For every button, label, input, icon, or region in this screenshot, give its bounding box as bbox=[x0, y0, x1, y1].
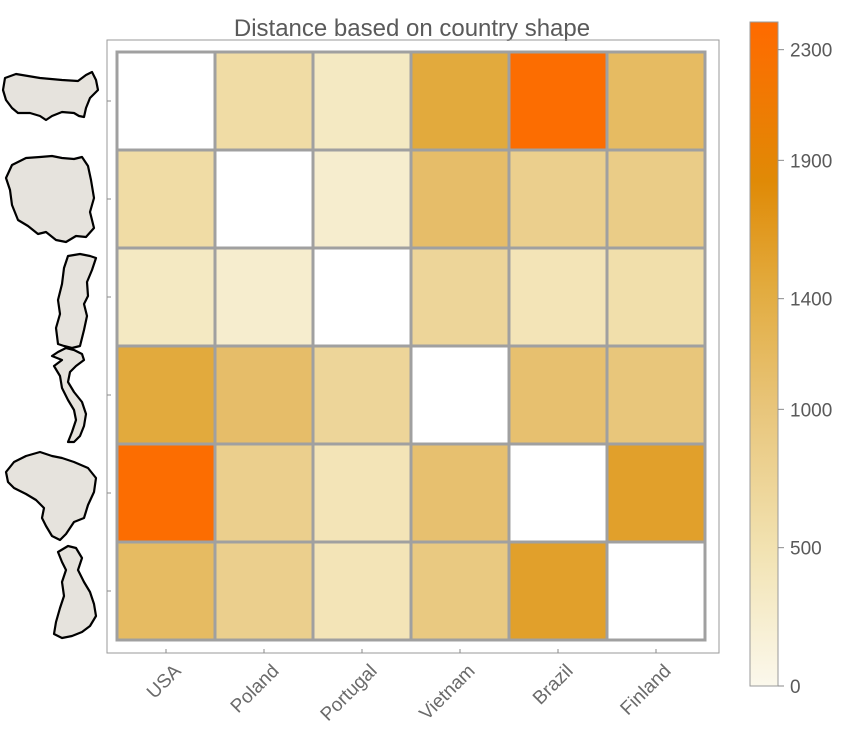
vietnam-outline-icon bbox=[50, 346, 88, 444]
heatmap-cell bbox=[311, 148, 413, 250]
x-tick-label: Vietnam bbox=[416, 661, 480, 725]
heatmap-cell bbox=[605, 540, 707, 642]
heatmap-cell bbox=[507, 246, 609, 348]
heatmap-cell bbox=[311, 442, 413, 544]
colorbar-ticks: 0 500 1000 1400 1900 2300 bbox=[778, 41, 832, 698]
x-tick-label: Poland bbox=[227, 661, 284, 718]
heatmap-cell bbox=[507, 148, 609, 250]
heatmap-cell bbox=[507, 344, 609, 446]
heatmap-cell bbox=[115, 442, 217, 544]
colorbar-tick-label: 0 bbox=[790, 677, 801, 698]
heatmap-cell bbox=[115, 540, 217, 642]
x-tick-label: Portugal bbox=[317, 661, 382, 726]
finland-outline-icon bbox=[52, 544, 98, 640]
chart-title: Distance based on country shape bbox=[234, 15, 590, 42]
colorbar-tick-label: 500 bbox=[790, 539, 822, 560]
heatmap-cell bbox=[409, 540, 511, 642]
heatmap-cell bbox=[115, 50, 217, 152]
heatmap-cell bbox=[311, 246, 413, 348]
heatmap-cell bbox=[311, 540, 413, 642]
colorbar-tick-label: 1900 bbox=[790, 151, 832, 172]
heatmap-cell bbox=[213, 442, 315, 544]
heatmap-cell bbox=[605, 50, 707, 152]
heatmap-cell bbox=[605, 442, 707, 544]
heatmap-cell bbox=[409, 344, 511, 446]
heatmap-cell bbox=[409, 442, 511, 544]
heatmap-cell bbox=[115, 246, 217, 348]
heatmap-cells bbox=[115, 50, 707, 642]
y-axis-ticks bbox=[107, 100, 111, 592]
colorbar-tick-label: 1400 bbox=[790, 290, 832, 311]
poland-outline-icon bbox=[4, 154, 96, 244]
row-label-icons bbox=[1, 70, 100, 640]
heatmap-cell bbox=[409, 148, 511, 250]
heatmap-cell bbox=[213, 540, 315, 642]
heatmap-cell bbox=[507, 540, 609, 642]
heatmap-cell bbox=[605, 148, 707, 250]
heatmap-cell bbox=[213, 50, 315, 152]
portugal-outline-icon bbox=[54, 252, 98, 350]
x-axis-ticks: USA Poland Portugal Vietnam Brazil Finland bbox=[143, 649, 676, 726]
heatmap-cell bbox=[213, 344, 315, 446]
heatmap-cell bbox=[311, 344, 413, 446]
usa-outline-icon bbox=[1, 70, 100, 122]
heatmap-cell bbox=[115, 344, 217, 446]
heatmap-cell bbox=[213, 148, 315, 250]
heatmap-cell bbox=[311, 50, 413, 152]
colorbar: 0 500 1000 1400 1900 2300 bbox=[749, 21, 832, 698]
colorbar-tick-label: 2300 bbox=[790, 41, 832, 62]
colorbar-gradient bbox=[749, 21, 779, 687]
x-tick-label: Brazil bbox=[529, 661, 577, 709]
brazil-outline-icon bbox=[4, 450, 98, 542]
heatmap-cell bbox=[507, 50, 609, 152]
heatmap-cell bbox=[605, 344, 707, 446]
plot-frame bbox=[106, 39, 720, 654]
heatmap-cell bbox=[213, 246, 315, 348]
heatmap-cell bbox=[409, 246, 511, 348]
heatmap-cell bbox=[605, 246, 707, 348]
x-tick-label: USA bbox=[143, 660, 186, 703]
heatmap-cell bbox=[507, 442, 609, 544]
colorbar-tick-label: 1000 bbox=[790, 400, 832, 421]
heatmap-cell bbox=[409, 50, 511, 152]
x-tick-label: Finland bbox=[617, 661, 676, 720]
heatmap-cell bbox=[115, 148, 217, 250]
